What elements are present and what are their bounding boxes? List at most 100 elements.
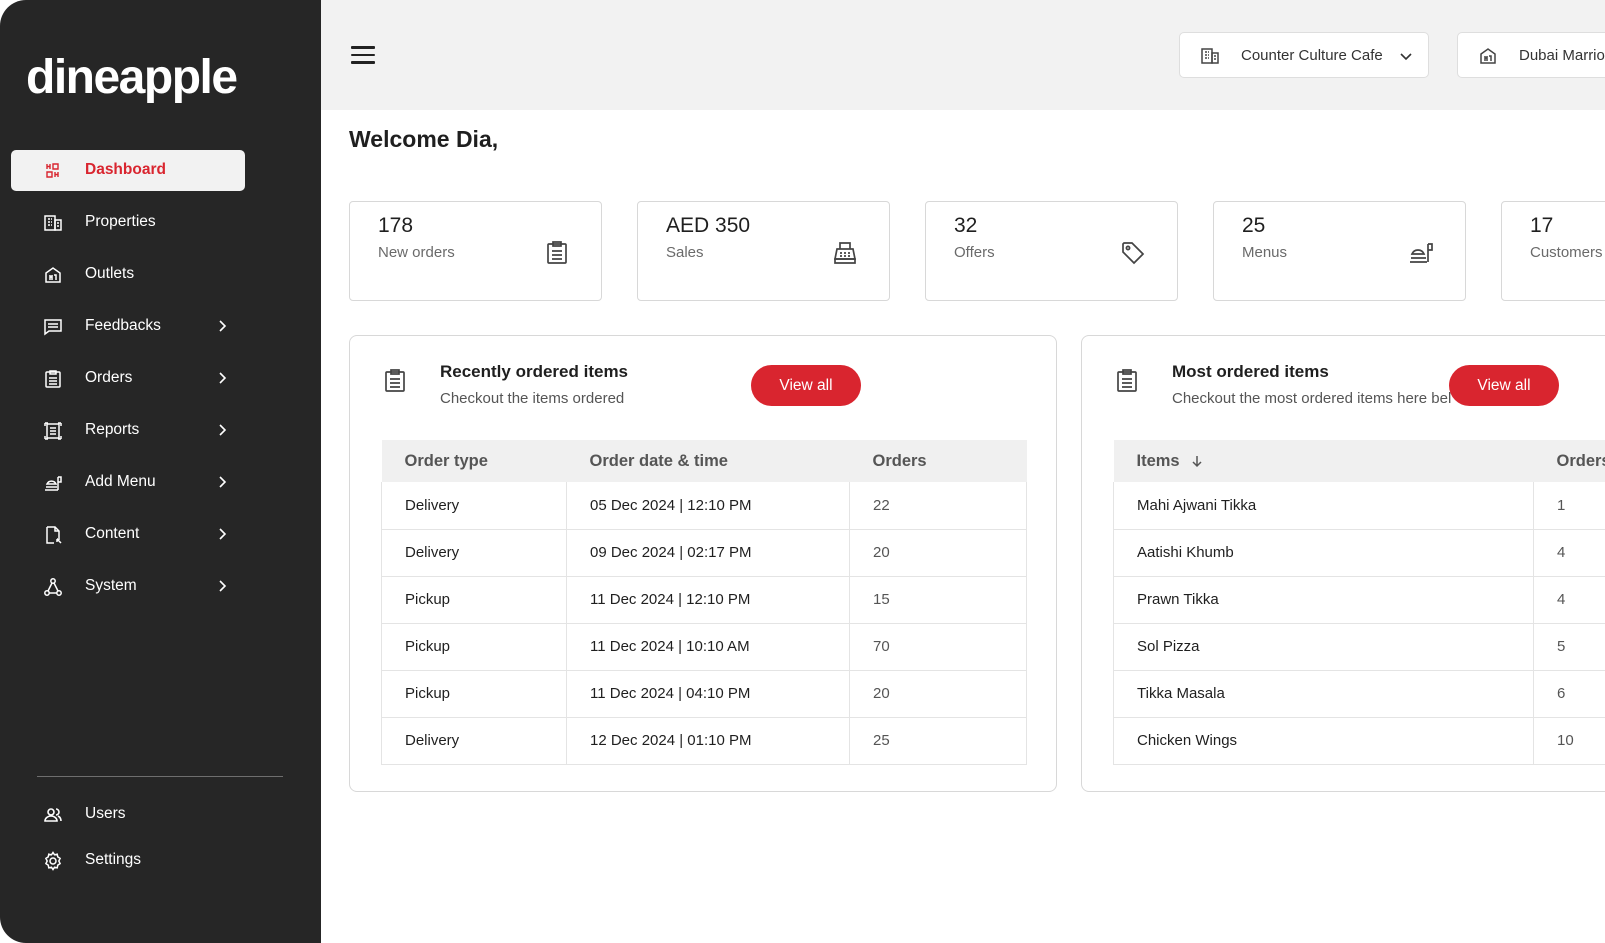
cell-order-type: Delivery <box>381 717 567 765</box>
table-row[interactable]: Sol Pizza 5 <box>1113 623 1605 671</box>
dashboard-icon <box>43 161 63 181</box>
building-icon <box>1200 46 1220 66</box>
cell-item: Prawn Tikka <box>1113 576 1534 624</box>
view-all-button[interactable]: View all <box>1449 365 1559 406</box>
chevron-right-icon <box>214 318 230 334</box>
cell-orders: 22 <box>849 482 1027 530</box>
report-icon <box>43 421 63 441</box>
chevron-down-icon <box>1398 48 1414 64</box>
sidebar-item-content[interactable]: Content <box>11 514 245 555</box>
column-header[interactable]: Orders <box>849 440 1027 482</box>
sidebar-item-label: Feedbacks <box>85 317 161 334</box>
sidebar-item-add-menu[interactable]: Add Menu <box>11 462 245 503</box>
sidebar-bottom-nav: Users Settings <box>11 794 271 886</box>
cell-order-date: 12 Dec 2024 | 01:10 PM <box>566 717 850 765</box>
chevron-right-icon <box>214 370 230 386</box>
menu-toggle-icon[interactable] <box>351 46 375 64</box>
sidebar-item-label: Reports <box>85 421 140 438</box>
cell-order-date: 05 Dec 2024 | 12:10 PM <box>566 482 850 530</box>
cell-order-date: 09 Dec 2024 | 02:17 PM <box>566 529 850 577</box>
sidebar-item-label: Orders <box>85 369 133 386</box>
column-header[interactable]: Orders <box>1533 440 1605 482</box>
sidebar-item-system[interactable]: System <box>11 566 245 607</box>
stat-card-offers[interactable]: 32 Offers <box>925 201 1178 301</box>
table-row[interactable]: Pickup 11 Dec 2024 | 10:10 AM 70 <box>381 623 1027 671</box>
stat-label: Menus <box>1242 244 1288 261</box>
cell-orders: 25 <box>849 717 1027 765</box>
sidebar-item-reports[interactable]: Reports <box>11 410 245 451</box>
sidebar-item-label: Content <box>85 525 140 542</box>
table-row[interactable]: Mahi Ajwani Tikka 1 <box>1113 482 1605 530</box>
cell-order-type: Pickup <box>381 576 567 624</box>
food-tray-icon <box>43 473 63 493</box>
cell-item: Tikka Masala <box>1113 670 1534 718</box>
stat-label: New orders <box>378 244 455 261</box>
view-all-button[interactable]: View all <box>751 365 861 406</box>
cell-order-type: Pickup <box>381 623 567 671</box>
stat-value: 32 <box>954 214 978 237</box>
stat-value: 17 <box>1530 214 1554 237</box>
outlet-selector[interactable]: Counter Culture Cafe <box>1179 32 1429 78</box>
stat-card-customers[interactable]: 17 Customers <box>1501 201 1605 301</box>
sidebar-item-outlets[interactable]: Outlets <box>11 254 245 295</box>
card-subtitle: Checkout the most ordered items here bel <box>1172 390 1452 407</box>
table-header-row: Items Orders <box>1113 440 1605 482</box>
column-header[interactable]: Order date & time <box>566 440 850 482</box>
clipboard-icon <box>1114 368 1140 394</box>
cell-orders: 6 <box>1533 670 1605 718</box>
table-row[interactable]: Pickup 11 Dec 2024 | 04:10 PM 20 <box>381 670 1027 718</box>
topbar: Counter Culture Cafe Dubai Marriott Harb… <box>321 0 1605 110</box>
cell-orders: 20 <box>849 529 1027 577</box>
table-row[interactable]: Aatishi Khumb 4 <box>1113 529 1605 577</box>
table-row[interactable]: Prawn Tikka 4 <box>1113 576 1605 624</box>
table-row[interactable]: Delivery 09 Dec 2024 | 02:17 PM 20 <box>381 529 1027 577</box>
chevron-right-icon <box>214 474 230 490</box>
chevron-right-icon <box>214 422 230 438</box>
chat-icon <box>43 317 63 337</box>
column-header[interactable]: Order type <box>381 440 567 482</box>
table-row[interactable]: Pickup 11 Dec 2024 | 12:10 PM 15 <box>381 576 1027 624</box>
building-icon <box>43 213 63 233</box>
store-icon <box>1478 46 1498 66</box>
cash-register-icon <box>832 240 858 266</box>
most-ordered-card: Most ordered items Checkout the most ord… <box>1081 335 1605 792</box>
cell-order-type: Delivery <box>381 529 567 577</box>
cell-orders: 10 <box>1533 717 1605 765</box>
sidebar-item-settings[interactable]: Settings <box>11 840 271 881</box>
users-icon <box>43 805 63 825</box>
cell-item: Aatishi Khumb <box>1113 529 1534 577</box>
cell-orders: 1 <box>1533 482 1605 530</box>
stat-card-menus[interactable]: 25 Menus <box>1213 201 1466 301</box>
sidebar-item-feedbacks[interactable]: Feedbacks <box>11 306 245 347</box>
stat-value: 178 <box>378 214 414 237</box>
arrow-down-icon <box>1190 454 1204 468</box>
stat-card-sales[interactable]: AED 350 Sales <box>637 201 890 301</box>
cell-orders: 20 <box>849 670 1027 718</box>
table-row[interactable]: Chicken Wings 10 <box>1113 717 1605 765</box>
app-logo: dineapple <box>26 51 238 104</box>
sidebar: dineapple Dashboard Properties Outlets <box>0 0 321 943</box>
sidebar-item-dashboard[interactable]: Dashboard <box>11 150 245 191</box>
table-row[interactable]: Tikka Masala 6 <box>1113 670 1605 718</box>
cell-item: Sol Pizza <box>1113 623 1534 671</box>
sidebar-nav: Dashboard Properties Outlets Feedbacks <box>11 150 245 618</box>
property-selector[interactable]: Dubai Marriott Harbour Hotel & Suits <box>1457 32 1605 78</box>
cell-orders: 4 <box>1533 529 1605 577</box>
sidebar-item-properties[interactable]: Properties <box>11 202 245 243</box>
cell-item: Chicken Wings <box>1113 717 1534 765</box>
sidebar-item-users[interactable]: Users <box>11 794 271 835</box>
clipboard-icon <box>544 240 570 266</box>
table-row[interactable]: Delivery 05 Dec 2024 | 12:10 PM 22 <box>381 482 1027 530</box>
network-icon <box>43 577 63 597</box>
chevron-right-icon <box>214 526 230 542</box>
cell-item: Mahi Ajwani Tikka <box>1113 482 1534 530</box>
cell-orders: 5 <box>1533 623 1605 671</box>
table-row[interactable]: Delivery 12 Dec 2024 | 01:10 PM 25 <box>381 717 1027 765</box>
stat-card-new-orders[interactable]: 178 New orders <box>349 201 602 301</box>
column-header-items[interactable]: Items <box>1113 440 1534 482</box>
sidebar-item-orders[interactable]: Orders <box>11 358 245 399</box>
stat-value: 25 <box>1242 214 1266 237</box>
cell-order-date: 11 Dec 2024 | 10:10 AM <box>566 623 850 671</box>
